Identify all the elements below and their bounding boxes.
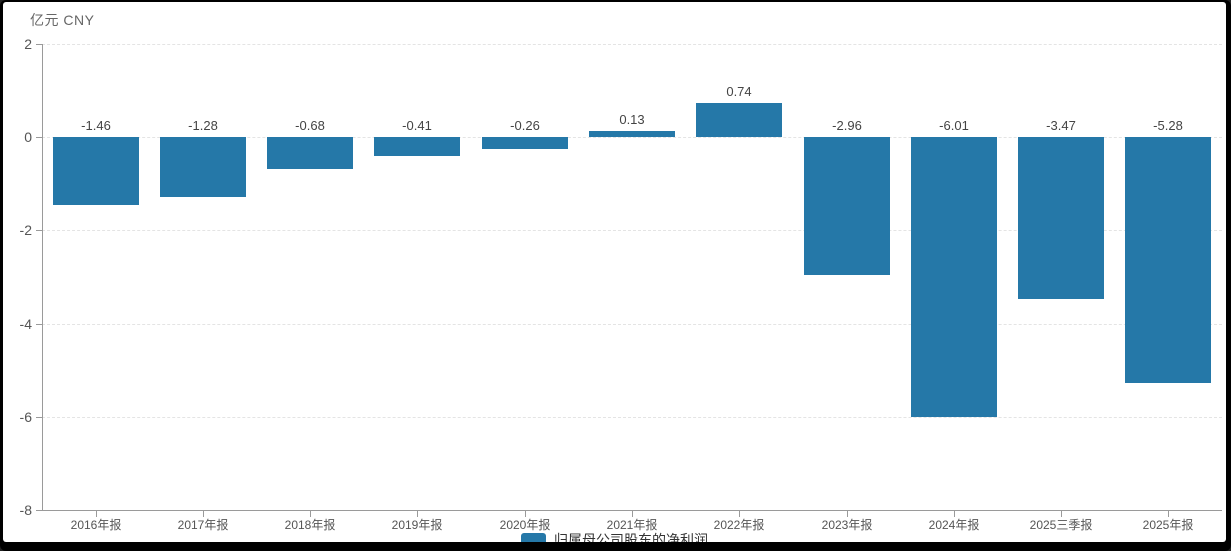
bar-value-label: -1.46 (81, 118, 111, 133)
bar-value-label: 0.74 (726, 84, 752, 99)
x-axis-category-label: 2022年报 (713, 518, 765, 532)
gridline (42, 230, 1222, 231)
y-axis-tick (36, 510, 42, 511)
x-axis-tick (632, 511, 633, 517)
gridline (42, 417, 1222, 418)
bar[interactable] (589, 131, 675, 137)
y-axis-tick-label: -4 (19, 316, 32, 332)
bar-value-label: 0.13 (619, 112, 645, 127)
y-axis-tick-label: -2 (19, 222, 32, 238)
y-axis-line (42, 44, 43, 510)
x-axis-tick (310, 511, 311, 517)
bar-value-label: -0.41 (402, 118, 432, 133)
x-axis-tick (1061, 511, 1062, 517)
y-axis-tick-label: 2 (24, 36, 32, 52)
x-axis-category-label: 2017年报 (177, 518, 229, 532)
bar[interactable] (267, 137, 353, 169)
bar-value-label: -5.28 (1153, 118, 1183, 133)
x-axis-category-label: 2019年报 (391, 518, 443, 532)
y-axis-unit-label: 亿元 CNY (30, 12, 95, 28)
y-axis-tick-label: 0 (24, 129, 32, 145)
x-axis-category-label: 2021年报 (606, 518, 658, 532)
x-axis-category-label: 2016年报 (70, 518, 122, 532)
bar[interactable] (53, 137, 139, 205)
x-axis-tick (954, 511, 955, 517)
chart-frame: 亿元 CNY 归属母公司股东的净利润 2 0 -2 -4 -6 -8 -1.46 2016年报… (3, 2, 1226, 542)
x-axis-category-label: 2020年报 (499, 518, 551, 532)
x-axis-line (42, 510, 1222, 511)
x-axis-tick (417, 511, 418, 517)
legend-item-net-profit[interactable]: 归属母公司股东的净利润 (3, 530, 1226, 542)
y-axis-tick (36, 417, 42, 418)
y-axis-tick (36, 137, 42, 138)
y-axis-tick-label: -6 (19, 409, 32, 425)
legend-label: 归属母公司股东的净利润 (554, 532, 708, 542)
bar[interactable] (482, 137, 568, 149)
x-axis-category-label: 2025年报 (1142, 518, 1194, 532)
y-axis-tick-label: -8 (19, 502, 32, 518)
bar-value-label: -3.47 (1046, 118, 1076, 133)
bar[interactable] (1018, 137, 1104, 299)
x-axis-category-label: 2024年报 (928, 518, 980, 532)
x-axis-tick (1168, 511, 1169, 517)
gridline (42, 324, 1222, 325)
bar-value-label: -0.68 (295, 118, 325, 133)
bar-value-label: -2.96 (832, 118, 862, 133)
x-axis-tick (96, 511, 97, 517)
gridline (42, 137, 1222, 138)
bar[interactable] (160, 137, 246, 197)
bar[interactable] (911, 137, 997, 417)
bar[interactable] (1125, 137, 1211, 383)
x-axis-category-label: 2025三季报 (1029, 518, 1093, 532)
x-axis-tick (203, 511, 204, 517)
x-axis-tick (847, 511, 848, 517)
y-axis-tick (36, 230, 42, 231)
y-axis-tick (36, 324, 42, 325)
bar[interactable] (696, 103, 782, 137)
bar-value-label: -1.28 (188, 118, 218, 133)
bar[interactable] (374, 137, 460, 156)
x-axis-category-label: 2018年报 (284, 518, 336, 532)
x-axis-tick (525, 511, 526, 517)
legend-swatch-icon (521, 533, 546, 542)
y-axis-tick (36, 44, 42, 45)
bar-value-label: -0.26 (510, 118, 540, 133)
gridline (42, 44, 1222, 45)
x-axis-tick (739, 511, 740, 517)
x-axis-category-label: 2023年报 (821, 518, 873, 532)
bar[interactable] (804, 137, 890, 275)
bar-value-label: -6.01 (939, 118, 969, 133)
